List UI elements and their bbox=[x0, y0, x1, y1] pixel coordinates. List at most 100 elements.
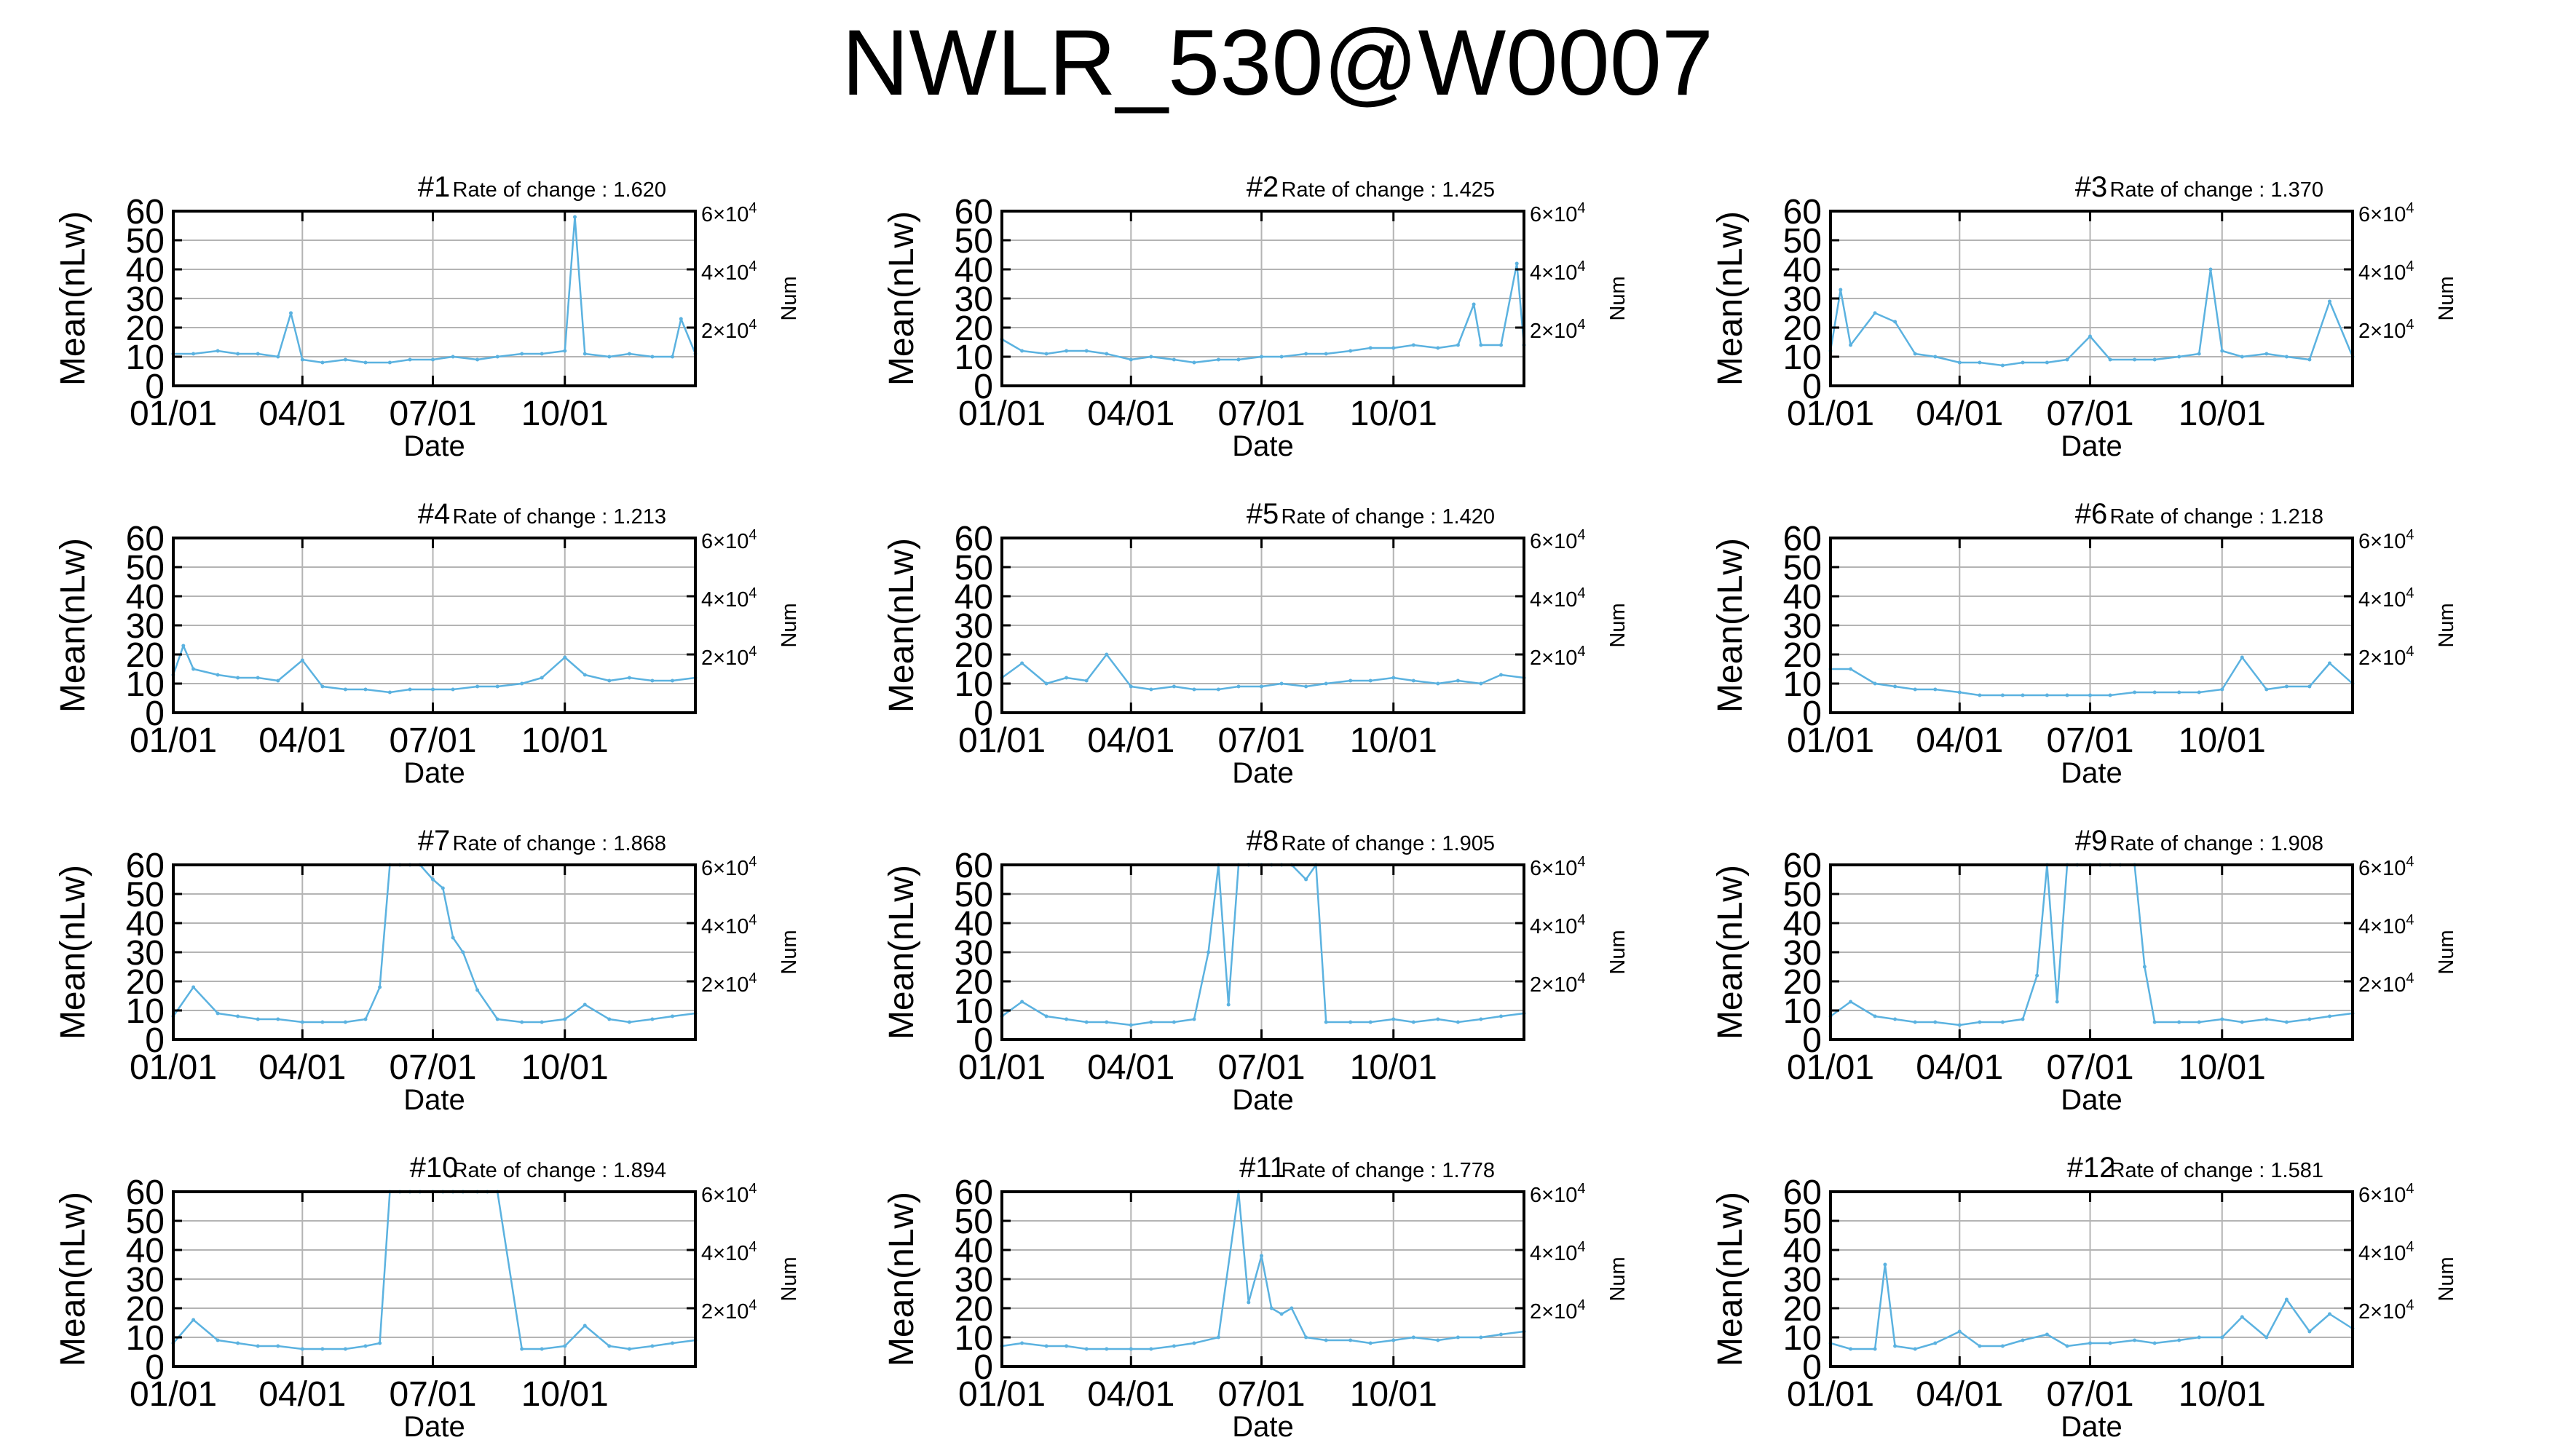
y2-tick-label: 2×104 bbox=[701, 644, 757, 670]
data-point bbox=[2021, 1017, 2025, 1021]
x-tick-label: 10/01 bbox=[2179, 1048, 2266, 1087]
x-tick-label: 01/01 bbox=[1787, 1048, 1874, 1087]
data-point bbox=[607, 1017, 612, 1021]
data-point bbox=[378, 1341, 382, 1345]
data-point bbox=[191, 1318, 196, 1322]
data-point bbox=[1849, 1000, 1853, 1004]
data-point bbox=[2177, 1020, 2181, 1024]
panel-title: #2 bbox=[1247, 171, 1279, 203]
data-point bbox=[2000, 693, 2005, 697]
y-axis-label: Mean(nLw) bbox=[54, 1192, 92, 1366]
data-point bbox=[607, 678, 612, 683]
data-point bbox=[2035, 973, 2039, 978]
x-tick-label: 07/01 bbox=[389, 1375, 476, 1414]
data-point bbox=[1324, 352, 1328, 356]
x-tick-label: 07/01 bbox=[2046, 395, 2133, 433]
series-line bbox=[173, 215, 697, 364]
y-tick-label: 0 bbox=[1802, 1021, 1822, 1060]
data-point bbox=[1873, 1014, 1877, 1018]
data-point bbox=[583, 1324, 587, 1328]
data-point bbox=[2055, 1000, 2059, 1004]
data-point bbox=[520, 681, 524, 686]
y-tick-label: 50 bbox=[1783, 1203, 1822, 1241]
y-tick-label: 40 bbox=[1783, 251, 1822, 290]
y2-tick-label: 4×104 bbox=[1530, 258, 1585, 285]
data-point bbox=[343, 1020, 347, 1024]
data-point bbox=[431, 687, 435, 692]
y-tick-label: 40 bbox=[1783, 905, 1822, 943]
data-point bbox=[1084, 1020, 1089, 1024]
y2-tick-label: 2×104 bbox=[2358, 970, 2414, 997]
y-axis-label: Mean(nLw) bbox=[54, 865, 92, 1040]
data-point bbox=[1436, 1338, 1440, 1342]
y2-tick-label: 6×104 bbox=[2358, 527, 2414, 553]
data-point bbox=[495, 355, 499, 359]
data-point bbox=[1149, 1020, 1153, 1024]
data-point bbox=[1348, 1020, 1353, 1024]
data-point bbox=[2045, 1332, 2049, 1337]
y-tick-label: 50 bbox=[126, 1203, 165, 1241]
data-point bbox=[1957, 1329, 1962, 1334]
data-point bbox=[627, 1020, 631, 1024]
y-tick-label: 30 bbox=[126, 607, 165, 646]
data-point bbox=[276, 355, 280, 359]
x-tick-label: 01/01 bbox=[958, 1048, 1046, 1087]
data-point bbox=[451, 935, 455, 940]
data-point bbox=[1236, 684, 1241, 689]
y2-tick-label: 4×104 bbox=[701, 912, 757, 938]
x-tick-label: 10/01 bbox=[1350, 1048, 1437, 1087]
data-point bbox=[2328, 661, 2331, 665]
panel-title: #5 bbox=[1247, 498, 1279, 530]
y-tick-label: 40 bbox=[126, 578, 165, 617]
data-point bbox=[563, 655, 567, 660]
data-point bbox=[431, 357, 435, 362]
y-tick-label: 20 bbox=[955, 963, 993, 1002]
x-tick-label: 10/01 bbox=[521, 395, 609, 433]
y-tick-label: 50 bbox=[1783, 549, 1822, 587]
y2-tick-label: 6×104 bbox=[2358, 854, 2414, 880]
data-point bbox=[2240, 1315, 2244, 1319]
y-axis-label: Mean(nLw) bbox=[1711, 865, 1750, 1040]
data-point bbox=[276, 1017, 280, 1021]
data-point bbox=[1883, 1262, 1887, 1267]
series-line bbox=[173, 1190, 696, 1350]
y-tick-label: 30 bbox=[1783, 607, 1822, 646]
y-axis-label: Mean(nLw) bbox=[882, 1192, 921, 1366]
data-point bbox=[671, 1341, 674, 1345]
x-tick-label: 10/01 bbox=[521, 1048, 609, 1087]
data-point bbox=[1348, 349, 1353, 353]
data-point bbox=[1324, 1020, 1328, 1024]
x-axis-label: Date bbox=[2061, 757, 2122, 789]
y-tick-label: 50 bbox=[955, 1203, 993, 1241]
data-point bbox=[1236, 357, 1241, 362]
x-tick-label: 01/01 bbox=[958, 1375, 1046, 1414]
data-point bbox=[1304, 352, 1308, 356]
y2-axis-label: Num bbox=[2435, 930, 2458, 974]
data-point bbox=[1893, 1344, 1898, 1348]
y-tick-label: 50 bbox=[955, 549, 993, 587]
data-point bbox=[1873, 311, 1877, 315]
data-point bbox=[300, 357, 304, 362]
x-tick-label: 04/01 bbox=[258, 721, 346, 760]
data-point bbox=[2307, 357, 2312, 362]
data-point bbox=[2328, 1312, 2331, 1316]
series-line bbox=[1001, 863, 1525, 1026]
data-point bbox=[495, 684, 499, 689]
rate-of-change: Rate of change : 1.370 bbox=[2110, 178, 2323, 202]
x-tick-label: 07/01 bbox=[1217, 1048, 1305, 1087]
y-tick-label: 40 bbox=[1783, 578, 1822, 617]
y2-tick-label: 4×104 bbox=[701, 1239, 757, 1265]
data-point bbox=[451, 687, 455, 692]
data-point bbox=[671, 1014, 674, 1018]
y-tick-label: 20 bbox=[955, 1290, 993, 1329]
data-point bbox=[1129, 1023, 1133, 1027]
x-tick-label: 07/01 bbox=[389, 1048, 476, 1087]
data-point bbox=[540, 1347, 544, 1351]
data-point bbox=[1933, 355, 1938, 359]
data-point bbox=[461, 950, 465, 954]
data-point bbox=[2021, 693, 2025, 697]
x-tick-label: 04/01 bbox=[1916, 1375, 2003, 1414]
